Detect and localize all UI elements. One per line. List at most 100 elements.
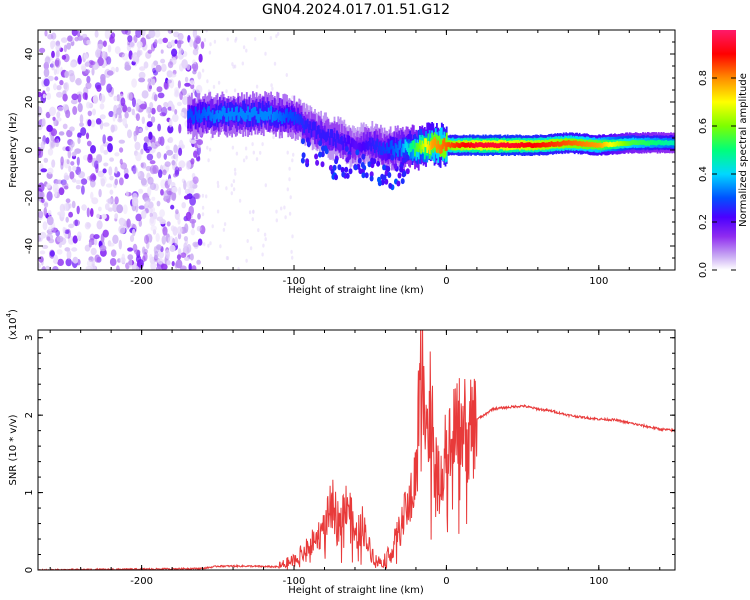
noise-cell [97, 57, 104, 66]
ridge-cell [403, 143, 405, 153]
noise-cell [147, 82, 152, 92]
noise-cell [138, 219, 142, 227]
noise-cell [222, 227, 226, 232]
ridge-cell [265, 102, 268, 121]
noise-cell [64, 175, 70, 181]
noise-cell [77, 56, 82, 65]
ridge-cell [247, 106, 249, 116]
ridge-cell [402, 170, 407, 177]
noise-cell [167, 178, 171, 186]
ridge-cell [286, 108, 288, 117]
ridge-cell [564, 140, 566, 146]
ridge-cell [436, 134, 438, 153]
noise-cell [177, 32, 184, 41]
noise-cell [155, 64, 162, 73]
noise-cell [286, 150, 289, 155]
ridge-cell [427, 141, 430, 150]
noise-cell [109, 189, 114, 195]
noise-cell [264, 237, 267, 242]
noise-cell [49, 106, 56, 117]
ridge-cell [314, 121, 316, 131]
noise-cell [101, 51, 107, 59]
ridge-cell [217, 113, 220, 122]
ridge-cell [512, 143, 515, 148]
noise-cell [90, 208, 94, 217]
ridge-cell [189, 108, 192, 118]
ridge-cell [576, 141, 579, 146]
ridge-cell [562, 140, 565, 145]
noise-cell [251, 217, 254, 222]
noise-cell [68, 211, 73, 218]
noise-cell [81, 33, 88, 39]
noise-cell [51, 159, 56, 168]
y-tick-label: 20 [24, 96, 35, 109]
ridge-cell [361, 142, 364, 151]
ridge-cell [215, 110, 218, 120]
ridge-cell [219, 110, 221, 119]
noise-cell [259, 150, 262, 155]
spectrogram-y-ticks: -40 -20 0 20 40 [24, 29, 675, 271]
noise-cell [150, 116, 156, 123]
noise-cell [189, 218, 197, 224]
noise-cell [182, 51, 188, 57]
ridge-cell [327, 128, 330, 138]
noise-cell [101, 213, 107, 220]
noise-cell [193, 150, 198, 158]
ridge-cell [331, 132, 334, 151]
ridge-cell [425, 138, 427, 148]
ridge-cell [193, 114, 196, 124]
noise-cell [133, 132, 137, 142]
ridge-cell [369, 175, 374, 182]
spectrogram-x-label: Height of straight line (km) [288, 285, 424, 296]
ridge-cell [478, 142, 481, 147]
noise-cell [93, 234, 100, 240]
noise-cell [151, 107, 156, 115]
noise-cell [149, 165, 157, 175]
spectrogram-y-label: Frequency (Hz) [8, 112, 19, 188]
ridge-cell [198, 109, 201, 119]
ridge-cell [197, 113, 199, 123]
ridge-cell [520, 142, 523, 147]
noise-cell [42, 93, 46, 99]
noise-cell [230, 183, 233, 188]
noise-cell [167, 41, 172, 48]
noise-cell [175, 152, 179, 162]
noise-cell [134, 249, 141, 255]
ridge-cell [500, 142, 503, 148]
noise-cell [143, 197, 151, 203]
ridge-cell [272, 111, 275, 121]
ridge-cell [475, 142, 477, 147]
noise-cell [68, 223, 75, 229]
noise-cell [43, 157, 49, 163]
ridge-cell [236, 106, 238, 115]
noise-cell [186, 243, 192, 253]
noise-cell [177, 40, 182, 49]
noise-cell [45, 265, 51, 270]
ridge-cell [248, 112, 251, 121]
ridge-cell [291, 112, 293, 122]
noise-cell [99, 103, 105, 110]
ridge-cell [254, 107, 257, 125]
noise-cell [54, 187, 58, 198]
ridge-cell [252, 109, 254, 127]
ridge-cell [325, 133, 327, 142]
noise-cell [127, 247, 134, 252]
noise-cell [107, 44, 112, 53]
ridge-cell [509, 143, 512, 149]
noise-cell [102, 168, 107, 174]
ridge-cell [650, 140, 653, 146]
noise-cell [112, 234, 119, 244]
ridge-cell [343, 134, 346, 143]
ridge-cell [443, 137, 446, 147]
ridge-cell [570, 140, 573, 146]
noise-cell [86, 259, 93, 267]
ridge-cell [560, 141, 563, 147]
ridge-cell [395, 144, 398, 154]
ridge-cell [242, 110, 245, 120]
ridge-cell [399, 139, 402, 158]
ridge-cell [382, 164, 387, 171]
y-tick-label: 1 [24, 489, 35, 495]
noise-cell [137, 171, 141, 177]
ridge-cell [664, 140, 666, 146]
noise-cell [275, 218, 278, 223]
